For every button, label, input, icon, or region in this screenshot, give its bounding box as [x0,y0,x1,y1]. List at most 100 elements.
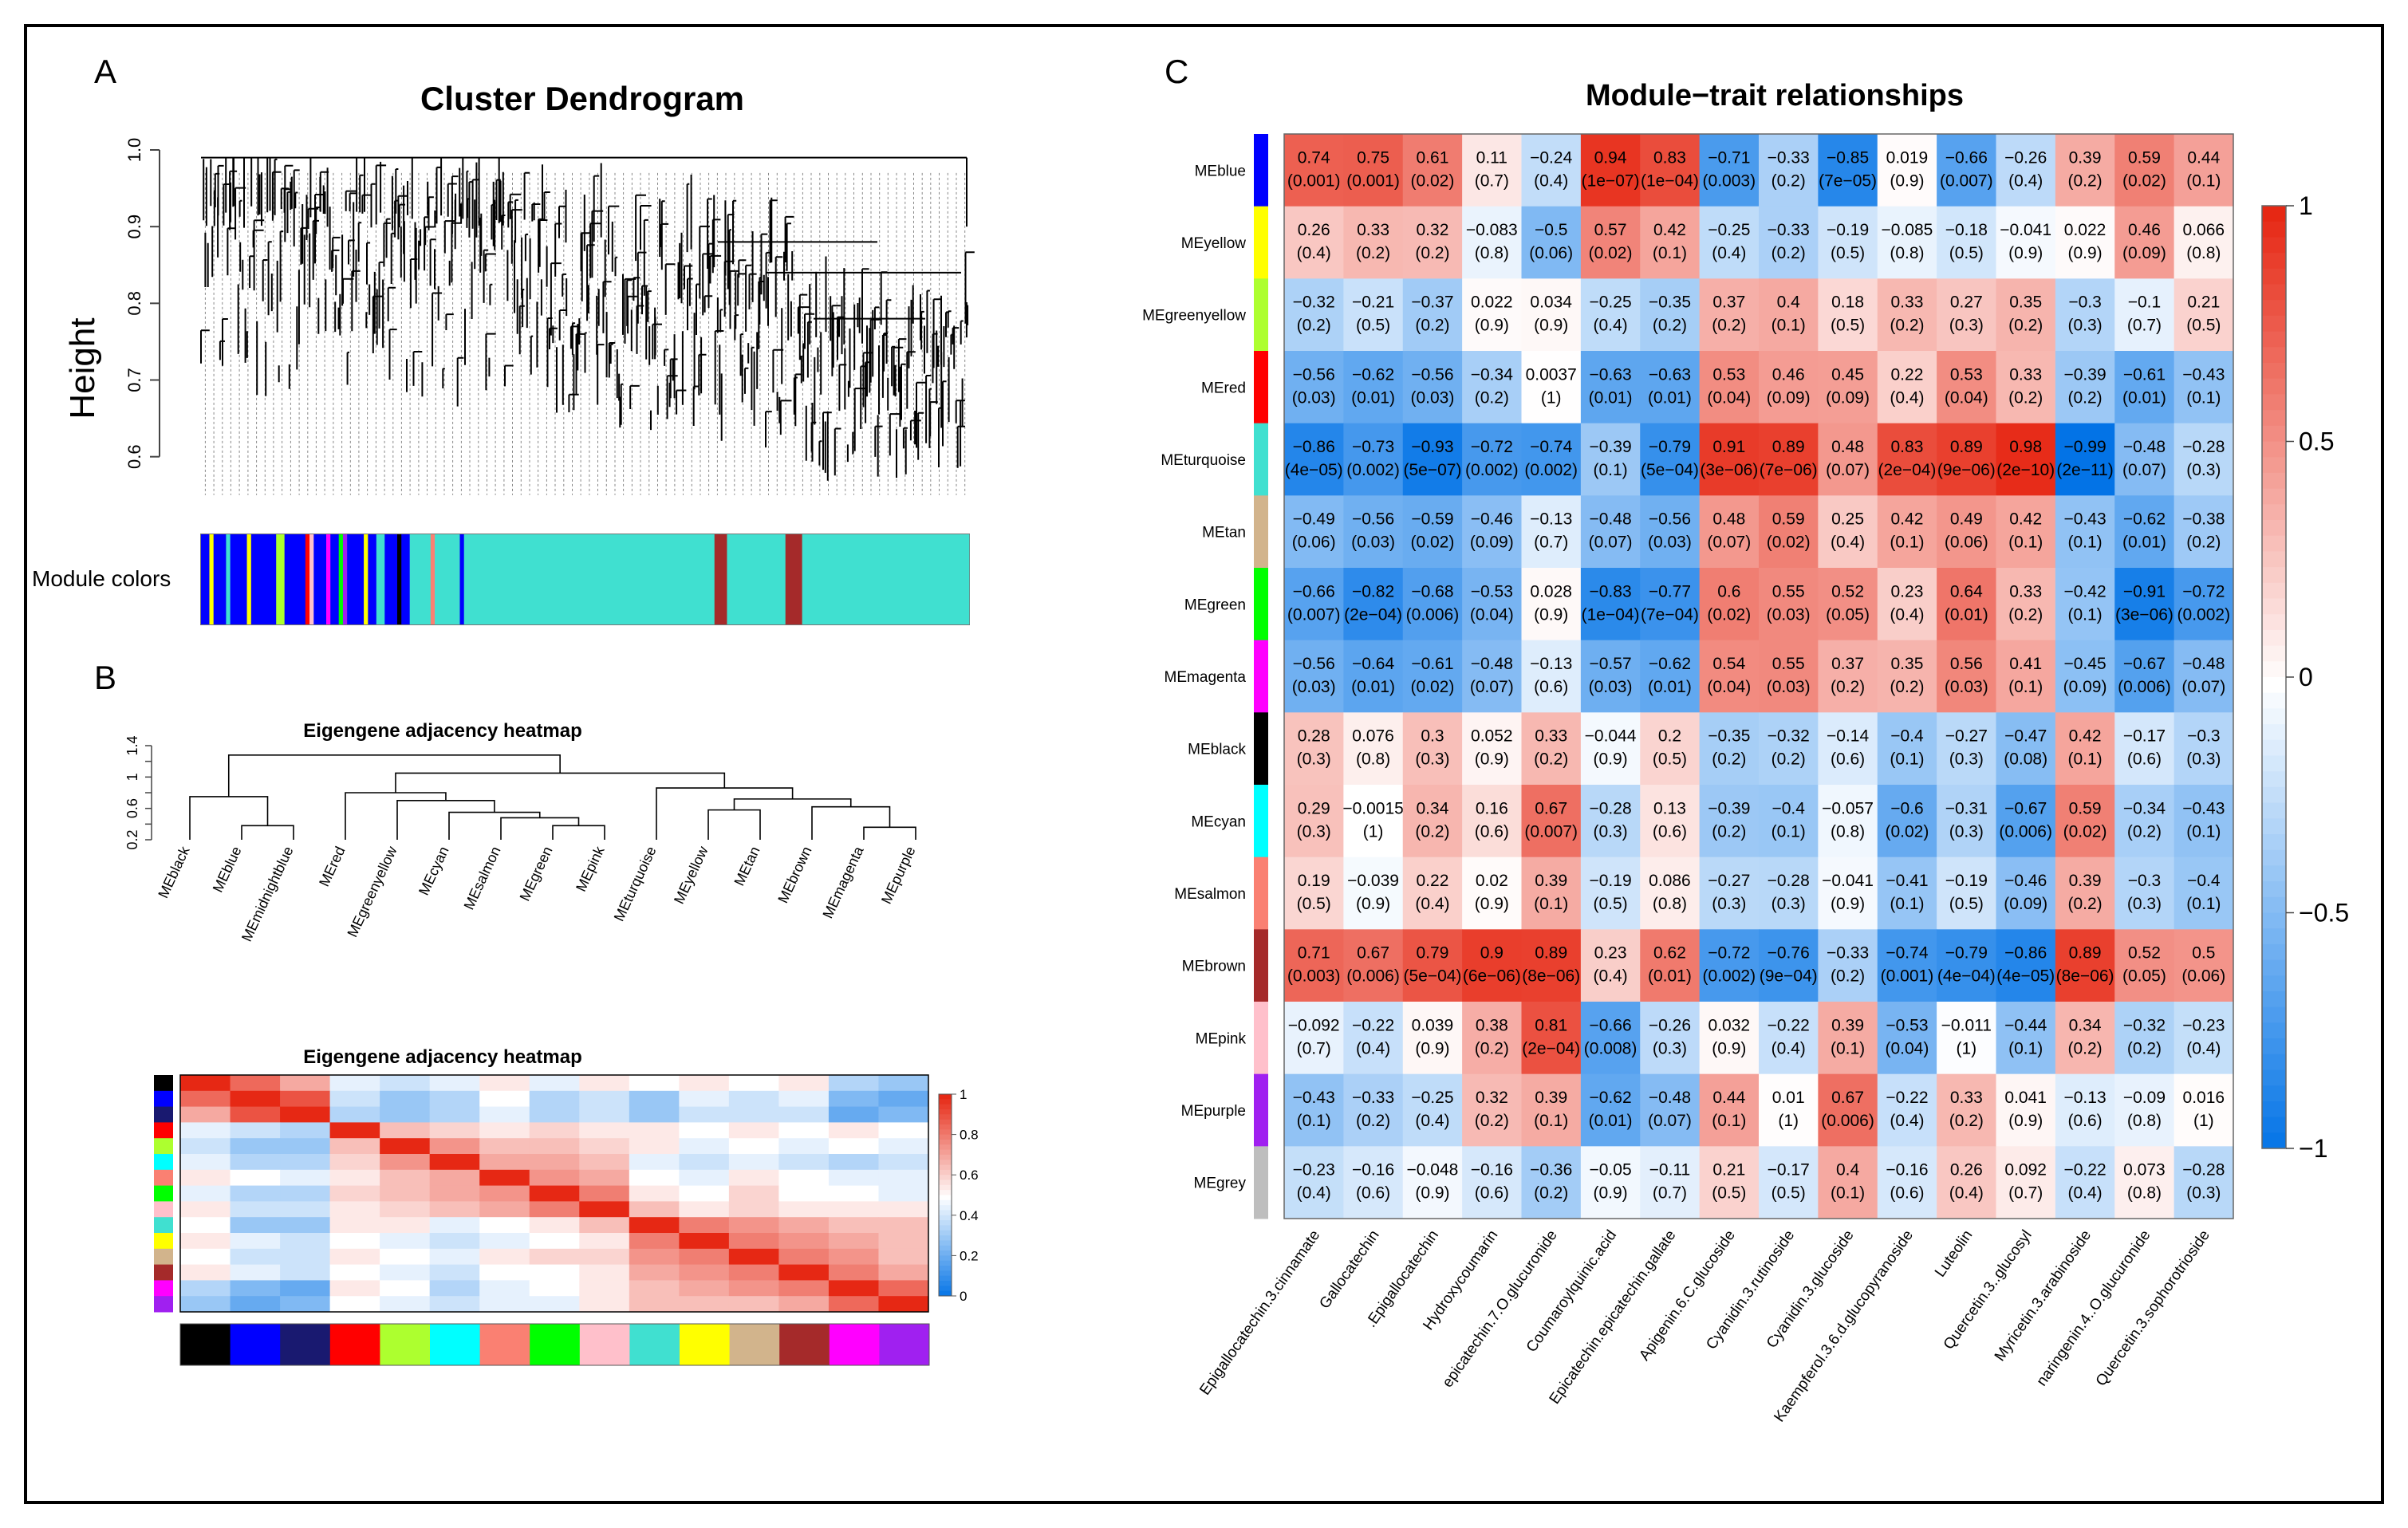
panel-b-heatmap-cell [828,1264,879,1281]
panel-c-row-label: MEgreenyellow [1142,308,1246,325]
panel-c-cell [1580,134,1641,207]
panel-c-cell [1521,568,1582,641]
panel-c-cell-pvalue: (0.6) [1356,1184,1390,1203]
panel-c-cell-value: 0.67 [1357,944,1389,963]
panel-c-colorbar-step [2262,614,2286,631]
panel-c-cell-pvalue: (0.01) [1648,967,1692,986]
panel-c-column-label: Quercetin.3.sophorotrioside [2093,1227,2213,1389]
panel-c-colorbar-step [2262,520,2286,537]
panel-a-colorbar-segment [430,534,435,624]
panel-c-colorbar-step [2262,206,2286,223]
panel-c-colorbar-step [2262,959,2286,976]
panel-c-cell [2055,568,2115,641]
panel-c-cell-value: 0.13 [1653,799,1686,817]
panel-b-heatmap-cell [629,1233,680,1250]
panel-b-column-color [380,1324,431,1365]
panel-c-cell-value: −0.49 [1293,510,1335,529]
panel-c-cell-value: 0.33 [1891,293,1924,312]
panel-c-cell [1818,640,1878,713]
panel-c-cell [1402,568,1463,641]
panel-c-cell-value: −0.66 [1589,1016,1631,1034]
panel-c-cell-value: 0.89 [1535,944,1567,963]
panel-c-cell [2174,712,2234,786]
panel-b-heatmap-cell [878,1154,929,1171]
panel-c-cell [1521,929,1582,1002]
panel-a-colorbar-segment [276,534,285,624]
panel-c-cell-pvalue: (0.2) [2008,317,2043,335]
panel-c-cell [1937,929,1996,1002]
panel-b-heatmap-cell [230,1280,281,1297]
panel-c-cell [1284,206,1344,279]
panel-b-colorbar-step [939,1266,952,1271]
panel-c-cell-value: −0.44 [2004,1016,2047,1034]
panel-b-heatmap-cell [579,1138,630,1155]
panel-b-heatmap-cell [679,1233,730,1250]
panel-a-colorbar-segment [409,534,432,624]
panel-c-row-color [1254,712,1268,786]
panel-b-colorbar-step [939,1215,952,1221]
panel-c-cell-pvalue: (0.008) [1584,1039,1638,1057]
panel-c-row-color [1254,278,1268,352]
panel-c-colorbar-step [2262,300,2286,317]
panel-b-heatmap-cell [778,1138,830,1155]
panel-c-colorbar-step [2262,1022,2286,1039]
panel-c-cell-value: 0.48 [1712,510,1745,529]
panel-c-cell [1640,1146,1701,1219]
panel-c-row-label: MEpink [1196,1030,1247,1047]
panel-b-heatmap-cell [230,1248,281,1266]
panel-a-colorbar-segment [305,534,310,624]
panel-b-heatmap-cell [230,1138,281,1155]
panel-c-cell-value: 0.35 [2009,293,2042,312]
panel-c-cell [2174,134,2234,207]
panel-a-colorbar-segment [226,534,231,624]
panel-b-column-color [530,1324,581,1365]
panel-b-heatmap-cell [429,1217,480,1234]
panel-b-heatmap [154,1074,930,1366]
panel-c-letter: C [1165,53,1188,90]
panel-c-cell [1284,1146,1344,1219]
panel-c-cell [1818,1073,1878,1147]
panel-b-heatmap-title: Eigengene adjacency heatmap [303,1046,581,1068]
panel-c-cell [2114,278,2175,352]
panel-c-colorbar-step [2262,410,2286,427]
panel-c-cell-pvalue: (0.5) [1356,317,1390,335]
panel-c-cell-pvalue: (4e−04) [1937,967,1996,986]
panel-c-cell-pvalue: (0.02) [2122,171,2166,190]
panel-c-cell-value: 0.073 [2123,1161,2166,1179]
panel-b-heatmap-cell [778,1296,830,1313]
panel-b-heatmap-cell [629,1169,680,1187]
panel-c-cell-pvalue: (0.03) [1411,388,1455,407]
panel-c-cell [2055,134,2115,207]
panel-c-cell-value: −0.28 [1589,799,1631,817]
panel-c-cell-value: 0.01 [1772,1089,1805,1107]
panel-c-cell-pvalue: (0.006) [1999,822,2052,841]
panel-c-cell [1521,1146,1582,1219]
panel-c-cell-value: −0.19 [1827,221,1869,239]
panel-c-cell [2055,278,2115,352]
panel-c-cell-pvalue: (0.7) [1653,1184,1687,1203]
panel-c-colorbar-step [2262,912,2286,929]
panel-c-cell-value: −0.66 [1945,148,1988,167]
panel-b-heatmap-cell [778,1075,830,1092]
panel-c-cell [1402,134,1463,207]
panel-c-cell [1640,785,1701,858]
panel-b-heatmap-cell [280,1122,331,1139]
panel-c-cell [1996,1146,2056,1219]
panel-c-cell [1818,495,1878,569]
panel-b-heatmap-cell [230,1154,281,1171]
panel-c-cell-pvalue: (0.9) [1831,895,1865,913]
panel-c-cell [1462,929,1522,1002]
panel-b-heatmap-cell [679,1075,730,1092]
panel-b-heatmap-cell [679,1154,730,1171]
panel-c-cell-pvalue: (7e−04) [1641,605,1699,624]
panel-c-cell [2174,278,2234,352]
panel-c-cell-pvalue: (0.09) [1767,388,1811,407]
panel-c-cell [1284,568,1344,641]
panel-b-column-color [779,1324,830,1365]
panel-b-leaf-label: MEmagenta [819,843,867,920]
panel-c-cell [1580,712,1641,786]
panel-b-colorbar-step [939,1260,952,1266]
panel-c-cell-value: 0.016 [2183,1089,2225,1107]
panel-b-heatmap-cell [180,1090,231,1108]
